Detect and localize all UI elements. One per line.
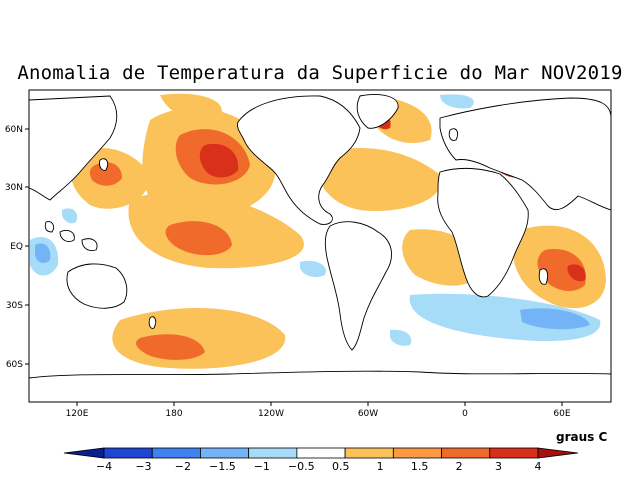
axis-ticks [25,128,563,406]
coastlines [29,94,611,402]
warm-patch-arctic [160,93,222,121]
legend-level-label: −4 [96,460,112,473]
legend-swatch [344,447,394,459]
legend-level-label: −2 [175,460,191,473]
legend-arrow-min [63,447,105,459]
lat-label-30n: 30N [5,183,23,193]
lat-label-30s: 30S [6,301,23,311]
legend-level-label: −3 [135,460,151,473]
warm-patch-atlantic [317,147,442,211]
legend-swatch [296,447,346,459]
legend-level-label: 2 [456,460,463,473]
land-australia [66,263,128,309]
legend-level-label: 4 [535,460,542,473]
legend-swatch [392,447,442,459]
legend-swatch [248,447,298,459]
land-south-america [324,221,393,351]
warm-patch-south-pacific [112,308,286,369]
legend-level-label: 0.5 [332,460,350,473]
lon-label-60e: 60E [553,409,570,419]
legend-arrow-max [537,447,579,459]
legend-level-label: −0.5 [288,460,315,473]
land-eurasia [439,97,611,211]
land-east-asia [29,95,118,201]
land-greenland [356,94,399,129]
legend-level-label: −1 [254,460,270,473]
lat-label-60s: 60S [6,360,23,370]
map-title: Anomalia de Temperatura da Superficie do… [17,62,623,84]
lon-label-120w: 120W [258,409,284,419]
land-africa [437,167,529,298]
lon-label-180: 180 [165,409,182,419]
color-legend: −4 −3 −2 −1.5 −1 −0.5 0.5 1 1.5 2 3 4 [63,447,579,473]
cool-patch-southern-ocean [409,293,601,341]
legend-swatch [489,447,539,459]
legend-level-label: 3 [495,460,502,473]
lat-label-60n: 60N [5,125,23,135]
legend-level-label: −1.5 [209,460,236,473]
land-north-america [237,95,361,225]
legend-swatch [151,447,201,459]
units-label: graus C [556,430,608,444]
legend-level-label: 1 [377,460,384,473]
lon-label-120e: 120E [66,409,89,419]
cool-patch-arctic [440,94,474,109]
legend-swatch [441,447,491,459]
lon-label-60w: 60W [358,409,378,419]
lat-label-eq: EQ [10,242,23,252]
legend-swatch [103,447,153,459]
land-antarctica [29,370,611,402]
lon-label-0: 0 [462,409,468,419]
anomaly-field [29,93,611,402]
legend-level-label: 1.5 [411,460,429,473]
legend-swatch [200,447,250,459]
